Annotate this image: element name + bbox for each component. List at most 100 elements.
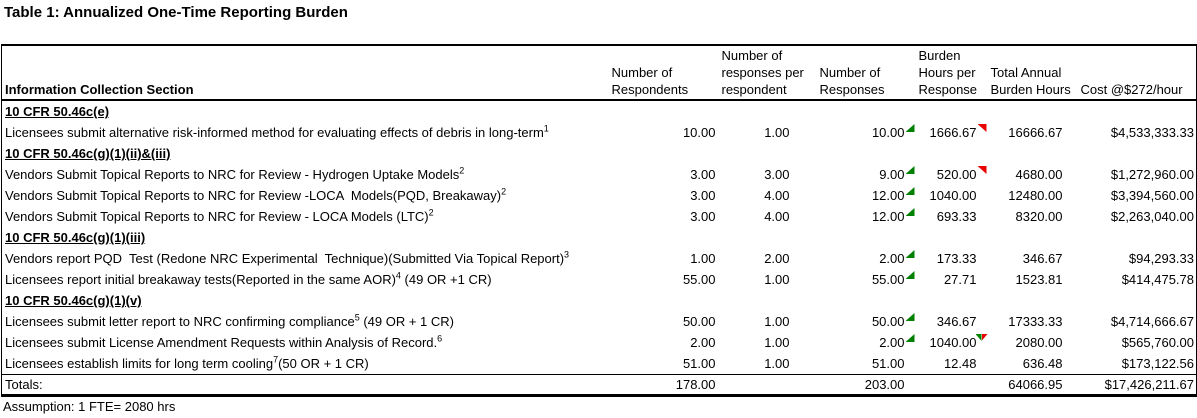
burden-hours-cell: 1666.67 — [917, 122, 989, 143]
responses-cell: 50.00 — [818, 311, 917, 332]
respondents-cell: 51.00 — [682, 356, 716, 371]
total-burden-hours-cell: 12480.00 — [1008, 188, 1063, 203]
cost-cell: $1,272,960.00 — [1110, 167, 1194, 182]
comment-marker-green — [905, 124, 915, 132]
footnote-reference: 5 — [354, 312, 360, 323]
comment-marker-red — [977, 124, 987, 132]
cost-cell: $565,760.00 — [1121, 335, 1194, 350]
footnote-reference: 7 — [273, 354, 279, 365]
cost-cell: $4,533,333.33 — [1110, 125, 1194, 140]
col-header-cost-per-hour: Cost @$272/hour — [1078, 45, 1197, 101]
comment-marker-green — [905, 187, 915, 195]
comment-marker-green-red — [975, 334, 988, 341]
footnote-reference: 6 — [437, 333, 443, 344]
section-heading: 10 CFR 50.46c(g)(1)(iii) — [5, 230, 146, 245]
row-label: Licensees report initial breakaway tests… — [5, 270, 492, 287]
totals-label: Totals: — [1, 374, 608, 396]
burden-hours-cell: 1040.00 — [929, 188, 977, 203]
comment-marker-red — [977, 166, 987, 174]
cost-cell: $17,426,211.67 — [1078, 374, 1197, 396]
responses-per-respondent-cell: 2.00 — [764, 251, 790, 266]
respondents-cell: 1.00 — [690, 251, 716, 266]
responses-per-respondent-cell: 1.00 — [764, 314, 790, 329]
col-header-burden-hours-per-response: Burden Hours per Response — [916, 45, 989, 101]
responses-per-respondent-cell: 1.00 — [764, 272, 790, 287]
burden-hours-cell: 1040.00 — [917, 332, 989, 353]
comment-marker-green — [905, 313, 915, 321]
comment-marker-green — [905, 271, 915, 279]
footnote-reference: 2 — [428, 207, 434, 218]
burden-hours-cell: 693.33 — [936, 209, 977, 224]
footnote-reference: 3 — [564, 249, 570, 260]
row-label: Licensees submit License Amendment Reque… — [5, 333, 443, 350]
col-header-responses-per-respondent: Number of responses per respondent — [719, 45, 818, 101]
header-row: Information Collection Section Number of… — [1, 45, 1197, 101]
responses-per-respondent-cell: 4.00 — [764, 209, 790, 224]
cost-cell: $4,714,666.67 — [1110, 314, 1194, 329]
comment-marker-green — [905, 208, 915, 216]
responses-per-respondent-cell: 4.00 — [764, 188, 790, 203]
data-row: Licensees submit letter report to NRC co… — [2, 311, 1197, 332]
data-row: Licensees establish limits for long term… — [2, 353, 1197, 375]
responses-cell: 2.00 — [818, 332, 917, 353]
responses-cell: 203.00 — [817, 374, 917, 396]
total-burden-hours-cell: 2080.00 — [1015, 335, 1063, 350]
row-label: Licensees establish limits for long term… — [5, 354, 369, 371]
responses-per-respondent-cell — [719, 374, 818, 396]
total-burden-hours-cell: 17333.33 — [1008, 314, 1063, 329]
burden-hours-cell — [916, 374, 989, 396]
col-header-number-of-responses: Number of Responses — [817, 45, 917, 101]
col-header-information-collection-section: Information Collection Section — [1, 45, 608, 101]
data-row: Licensees report initial breakaway tests… — [2, 269, 1197, 290]
burden-hours-cell: 520.00 — [917, 164, 989, 185]
total-burden-hours-cell: 1523.81 — [1015, 272, 1063, 287]
total-burden-hours-cell: 4680.00 — [1015, 167, 1063, 182]
respondents-cell: 55.00 — [682, 272, 716, 287]
total-burden-hours-cell: 636.48 — [1022, 356, 1063, 371]
cost-cell: $2,263,040.00 — [1110, 209, 1194, 224]
total-burden-hours-cell: 64066.95 — [988, 374, 1079, 396]
total-burden-hours-cell: 8320.00 — [1015, 209, 1063, 224]
footnote-reference: 2 — [459, 165, 465, 176]
data-row: Licensees submit alternative risk-inform… — [2, 122, 1197, 143]
respondents-cell: 178.00 — [607, 374, 720, 396]
footnote-reference: 4 — [395, 270, 401, 281]
responses-per-respondent-cell: 3.00 — [764, 167, 790, 182]
row-label: Vendors Submit Topical Reports to NRC fo… — [5, 165, 465, 182]
section-header-row: 10 CFR 50.46c(e) — [2, 100, 1197, 122]
responses-cell: 10.00 — [818, 122, 917, 143]
section-heading: 10 CFR 50.46c(g)(1)(ii)&(iii) — [5, 146, 171, 161]
burden-hours-cell: 12.48 — [943, 356, 977, 371]
responses-per-respondent-cell: 1.00 — [764, 335, 790, 350]
section-heading: 10 CFR 50.46c(e) — [5, 104, 110, 119]
responses-per-respondent-cell: 1.00 — [764, 125, 790, 140]
data-row: Vendors Submit Topical Reports to NRC fo… — [2, 164, 1197, 185]
cost-cell: $94,293.33 — [1128, 251, 1194, 266]
respondents-cell: 50.00 — [682, 314, 716, 329]
burden-table: Information Collection Section Number of… — [1, 44, 1197, 397]
burden-hours-cell: 346.67 — [936, 314, 977, 329]
responses-cell: 12.00 — [818, 206, 917, 227]
section-header-row: 10 CFR 50.46c(g)(1)(iii) — [2, 227, 1197, 248]
responses-per-respondent-cell: 1.00 — [764, 356, 790, 371]
row-label: Vendors Submit Topical Reports to NRC fo… — [5, 207, 434, 224]
comment-marker-green — [905, 334, 915, 342]
footnote-reference: 1 — [543, 123, 549, 134]
responses-cell: 9.00 — [818, 164, 917, 185]
respondents-cell: 3.00 — [690, 188, 716, 203]
data-row: Licensees submit License Amendment Reque… — [2, 332, 1197, 353]
data-row: Vendors report PQD Test (Redone NRC Expe… — [2, 248, 1197, 269]
row-label: Licensees submit alternative risk-inform… — [5, 123, 549, 140]
section-header-row: 10 CFR 50.46c(g)(1)(ii)&(iii) — [2, 143, 1197, 164]
data-row: Vendors Submit Topical Reports to NRC fo… — [2, 206, 1197, 227]
assumption-note: Assumption: 1 FTE= 2080 hrs — [3, 399, 176, 414]
responses-cell: 55.00 — [818, 269, 917, 290]
burden-hours-cell: 27.71 — [943, 272, 977, 287]
total-burden-hours-cell: 16666.67 — [1008, 125, 1063, 140]
section-heading: 10 CFR 50.46c(g)(1)(v) — [5, 293, 142, 308]
respondents-cell: 3.00 — [690, 167, 716, 182]
row-label: Vendors Submit Topical Reports to NRC fo… — [5, 186, 507, 203]
table-title: Table 1: Annualized One-Time Reporting B… — [4, 4, 348, 21]
totals-row: Totals: 178.00 203.00 64066.95 $17,426,211.6… — [1, 374, 1197, 396]
